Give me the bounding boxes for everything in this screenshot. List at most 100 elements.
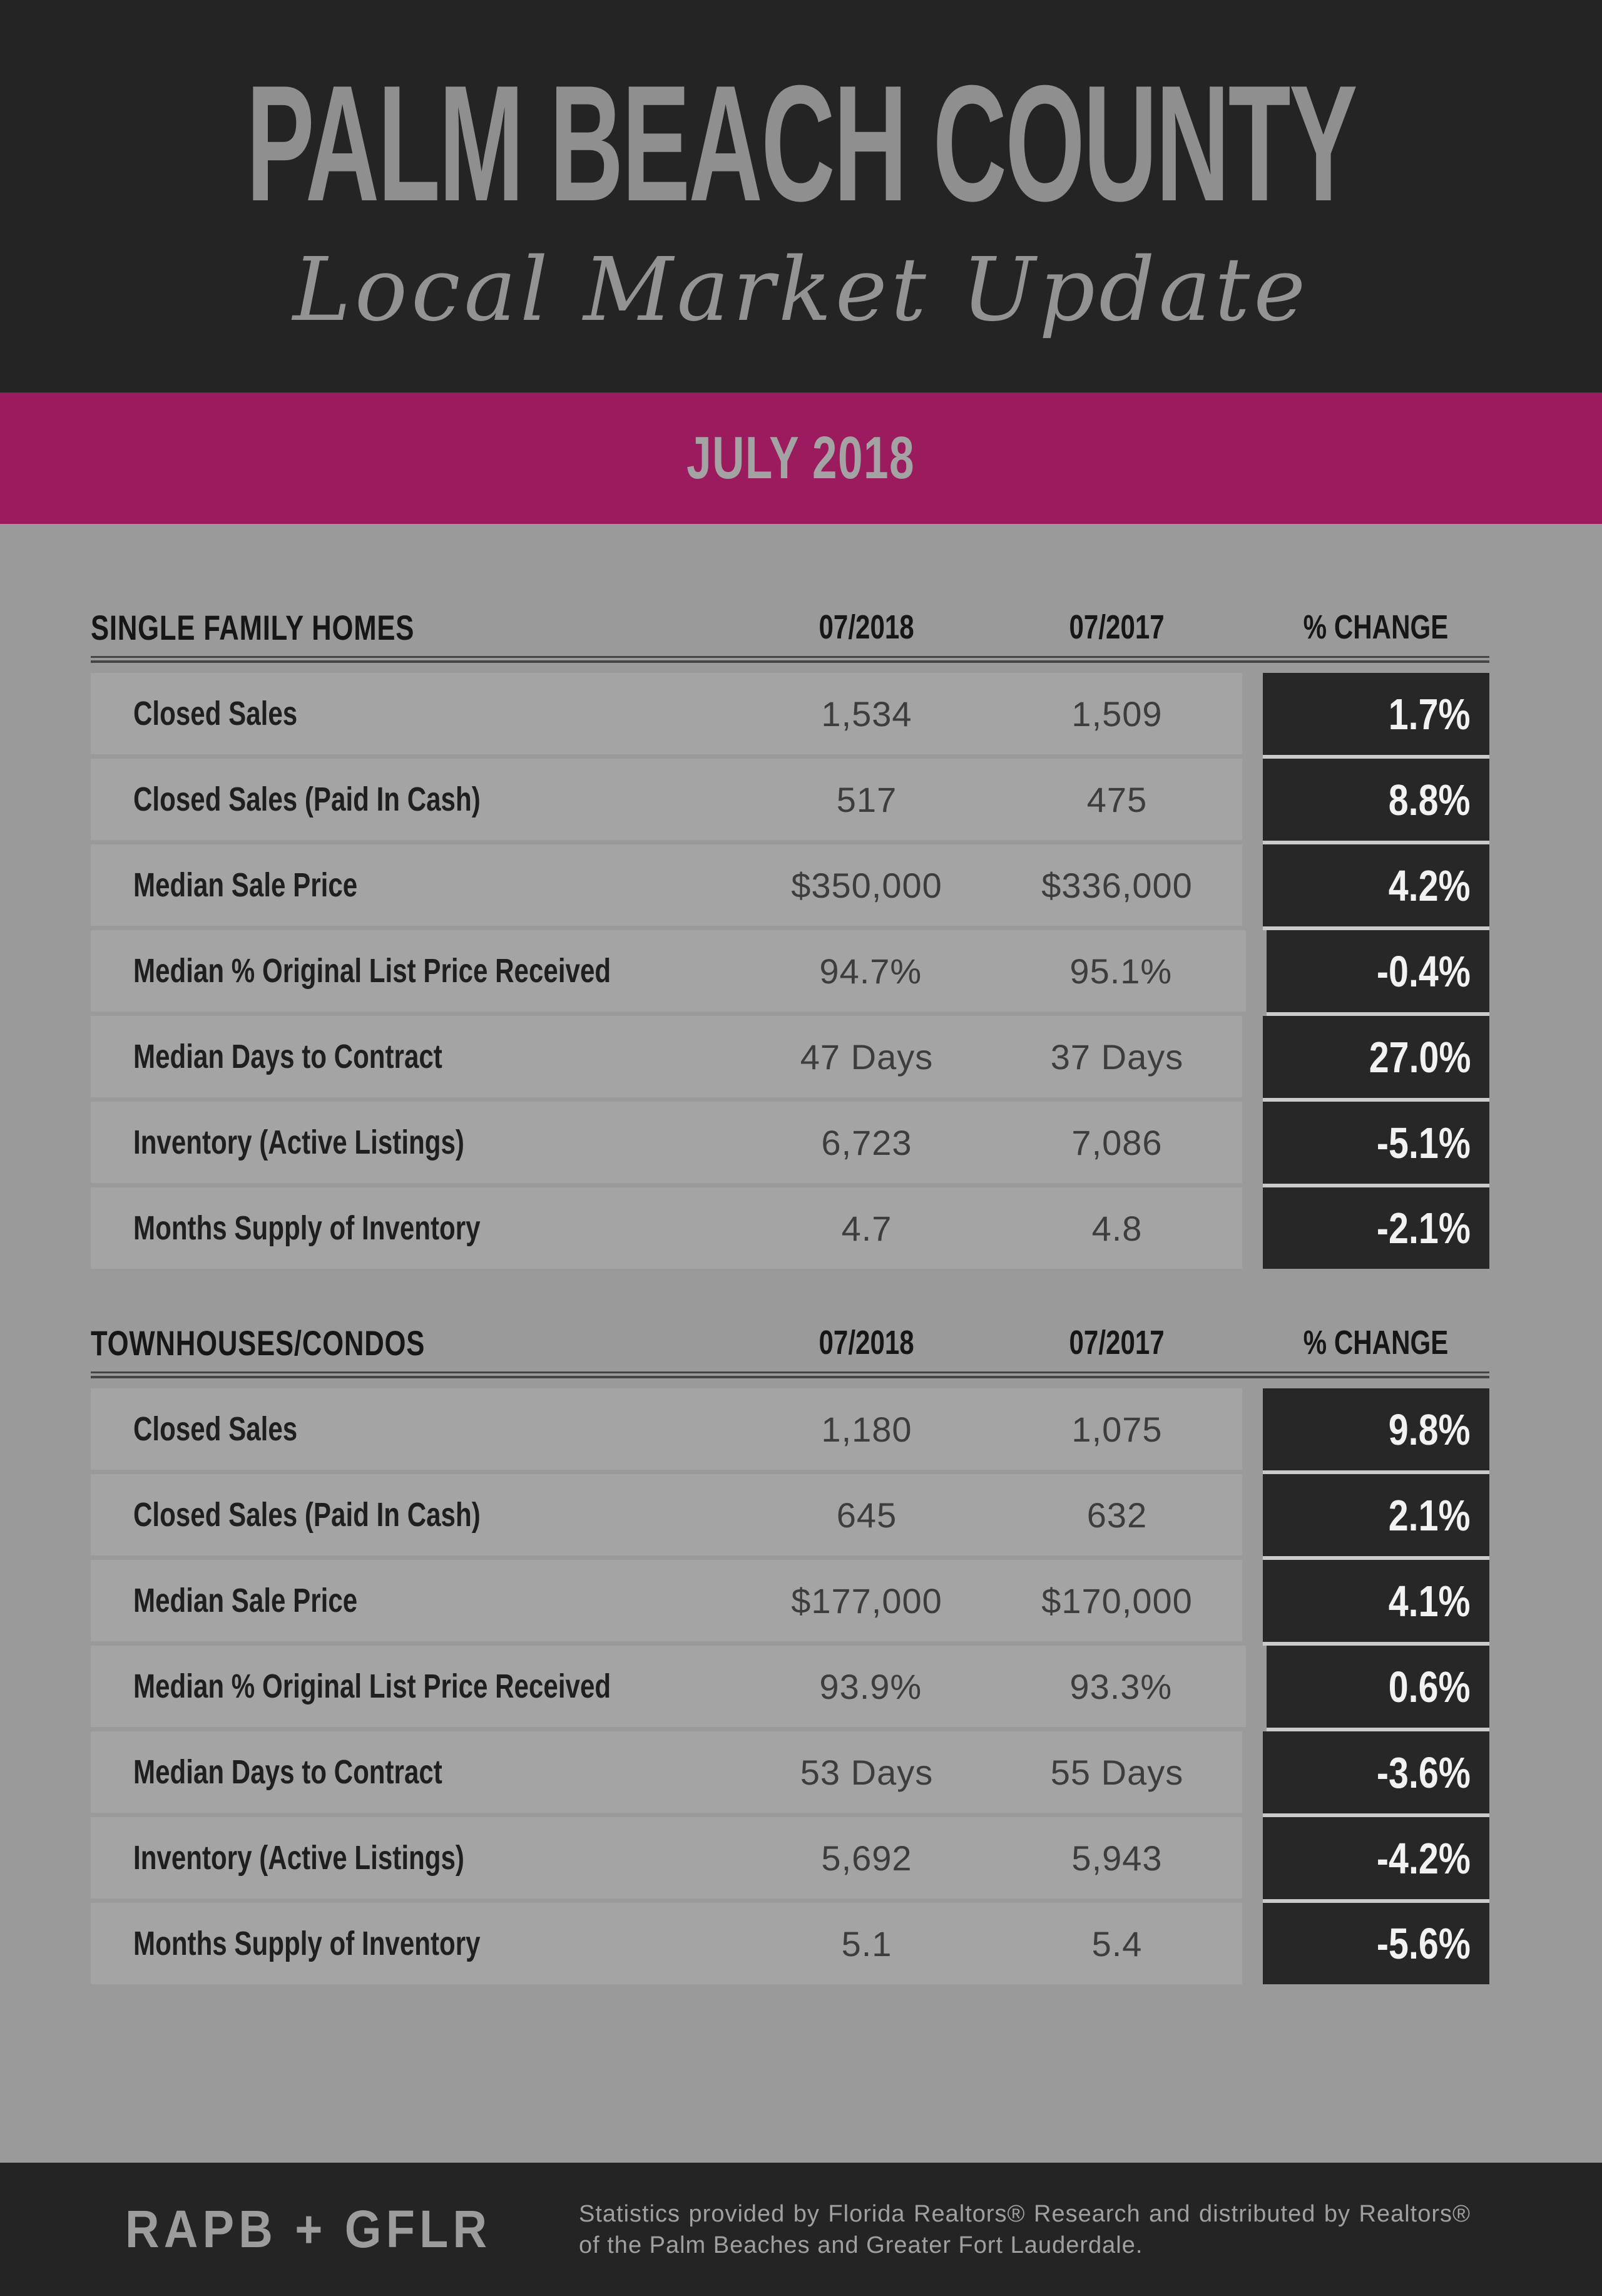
metric-stripe: Months Supply of Inventory 4.7 4.8 xyxy=(91,1187,1242,1269)
single-family-homes-table: SINGLE FAMILY HOMES 07/2018 07/2017 % CH… xyxy=(91,602,1489,1269)
value-2017: $170,000 xyxy=(1041,1581,1193,1621)
metric-stripe: Median % Original List Price Received 94… xyxy=(91,930,1247,1012)
column-header-2017: 07/2017 xyxy=(1069,608,1165,646)
percent-change-value: -2.1% xyxy=(1377,1204,1471,1253)
table-title-text: SINGLE FAMILY HOMES xyxy=(91,607,415,647)
percent-change-cell: 27.0% xyxy=(1263,1016,1489,1102)
percent-change-cell: -3.6% xyxy=(1263,1731,1489,1817)
metric-label: Inventory (Active Listings) xyxy=(133,1839,464,1877)
metric-label: Inventory (Active Listings) xyxy=(133,1124,464,1161)
report-month: JULY 2018 xyxy=(686,424,916,491)
metric-stripe: Months Supply of Inventory 5.1 5.4 xyxy=(91,1903,1242,1984)
percent-change-value: 9.8% xyxy=(1389,1405,1471,1454)
value-2018: 4.7 xyxy=(841,1208,892,1248)
value-2017: 5,943 xyxy=(1071,1838,1163,1878)
column-gap xyxy=(1246,930,1266,1016)
percent-change-cell: -5.6% xyxy=(1263,1903,1489,1984)
value-2017: 1,509 xyxy=(1071,694,1163,734)
metric-stripe: Closed Sales 1,534 1,509 xyxy=(91,673,1242,754)
header-divider xyxy=(91,1371,1489,1378)
table-row: Months Supply of Inventory 5.1 5.4 -5.6% xyxy=(91,1903,1489,1984)
townhouses-condos-table: TOWNHOUSES/CONDOS 07/2018 07/2017 % CHAN… xyxy=(91,1318,1489,1984)
metric-label: Closed Sales xyxy=(133,1410,298,1448)
percent-change-cell: -4.2% xyxy=(1263,1817,1489,1903)
value-2018: 5,692 xyxy=(821,1838,912,1878)
metric-label: Median % Original List Price Received xyxy=(133,952,611,990)
table-row: Closed Sales (Paid In Cash) 645 632 2.1% xyxy=(91,1474,1489,1560)
value-2018: 1,180 xyxy=(821,1409,912,1449)
table-row: Inventory (Active Listings) 6,723 7,086 … xyxy=(91,1102,1489,1187)
metric-stripe: Median Days to Contract 53 Days 55 Days xyxy=(91,1731,1242,1813)
table-header: SINGLE FAMILY HOMES 07/2018 07/2017 % CH… xyxy=(91,602,1489,652)
percent-change-value: 4.2% xyxy=(1389,861,1471,910)
column-header-2017: 07/2017 xyxy=(1069,1324,1165,1361)
metric-stripe: Closed Sales 1,180 1,075 xyxy=(91,1388,1242,1470)
metric-label: Closed Sales xyxy=(133,695,298,732)
column-gap xyxy=(1242,673,1263,759)
metric-stripe: Closed Sales (Paid In Cash) 645 632 xyxy=(91,1474,1242,1555)
percent-change-cell: -0.4% xyxy=(1266,930,1489,1016)
table-title-text: TOWNHOUSES/CONDOS xyxy=(91,1323,426,1363)
table-row: Months Supply of Inventory 4.7 4.8 -2.1% xyxy=(91,1187,1489,1269)
value-2018: 645 xyxy=(836,1495,897,1535)
table-row: Median Sale Price $177,000 $170,000 4.1% xyxy=(91,1560,1489,1646)
percent-change-value: -4.2% xyxy=(1377,1833,1471,1883)
disclaimer-text: Statistics provided by Florida Realtors®… xyxy=(579,2200,1471,2258)
column-gap xyxy=(1242,1016,1263,1102)
percent-change-cell: 0.6% xyxy=(1266,1646,1489,1731)
column-gap xyxy=(1242,1102,1263,1187)
percent-change-value: -0.4% xyxy=(1377,946,1471,996)
value-2018: 94.7% xyxy=(819,951,922,991)
column-gap xyxy=(1242,1187,1263,1269)
value-2018: 6,723 xyxy=(821,1122,912,1162)
header-divider xyxy=(91,656,1489,663)
table-row: Median % Original List Price Received 93… xyxy=(91,1646,1489,1731)
value-2017: 4.8 xyxy=(1091,1208,1143,1248)
value-2018: 93.9% xyxy=(819,1666,922,1706)
value-2017: 55 Days xyxy=(1050,1752,1184,1792)
table-row: Closed Sales 1,180 1,075 9.8% xyxy=(91,1388,1489,1474)
tables-area: SINGLE FAMILY HOMES 07/2018 07/2017 % CH… xyxy=(0,524,1602,2163)
percent-change-value: -5.6% xyxy=(1377,1919,1471,1968)
metric-label: Months Supply of Inventory xyxy=(133,1925,481,1962)
value-2017: 95.1% xyxy=(1069,951,1173,991)
metric-label: Median Days to Contract xyxy=(133,1753,442,1791)
column-gap xyxy=(1242,1731,1263,1817)
percent-change-value: -3.6% xyxy=(1377,1748,1471,1797)
metric-label: Median Sale Price xyxy=(133,1582,358,1619)
table-row: Median % Original List Price Received 94… xyxy=(91,930,1489,1016)
table-header: TOWNHOUSES/CONDOS 07/2018 07/2017 % CHAN… xyxy=(91,1318,1489,1368)
metric-label: Closed Sales (Paid In Cash) xyxy=(133,781,481,818)
value-2018: 517 xyxy=(836,779,897,819)
column-gap xyxy=(1242,844,1263,930)
table-row: Inventory (Active Listings) 5,692 5,943 … xyxy=(91,1817,1489,1903)
percent-change-cell: -2.1% xyxy=(1263,1187,1489,1269)
metric-stripe: Median Days to Contract 47 Days 37 Days xyxy=(91,1016,1242,1097)
value-2018: $177,000 xyxy=(791,1581,942,1621)
percent-change-value: 1.7% xyxy=(1389,689,1471,739)
page-title: PALM BEACH COUNTY xyxy=(246,50,1357,235)
month-band: JULY 2018 xyxy=(0,392,1602,524)
column-header-change: % CHANGE xyxy=(1304,608,1449,646)
table-title: TOWNHOUSES/CONDOS xyxy=(91,1323,742,1363)
table-title: SINGLE FAMILY HOMES xyxy=(91,607,742,648)
metric-stripe: Median Sale Price $350,000 $336,000 xyxy=(91,844,1242,926)
value-2017: 93.3% xyxy=(1069,1666,1173,1706)
metric-stripe: Inventory (Active Listings) 6,723 7,086 xyxy=(91,1102,1242,1183)
percent-change-value: -5.1% xyxy=(1377,1118,1471,1167)
value-2017: 475 xyxy=(1086,779,1148,819)
table-row: Median Sale Price $350,000 $336,000 4.2% xyxy=(91,844,1489,930)
metric-stripe: Closed Sales (Paid In Cash) 517 475 xyxy=(91,759,1242,840)
percent-change-value: 4.1% xyxy=(1389,1576,1471,1626)
percent-change-value: 2.1% xyxy=(1389,1490,1471,1540)
column-gap xyxy=(1242,1817,1263,1903)
table-row: Closed Sales (Paid In Cash) 517 475 8.8% xyxy=(91,759,1489,844)
column-gap xyxy=(1242,1474,1263,1560)
table-row: Median Days to Contract 53 Days 55 Days … xyxy=(91,1731,1489,1817)
percent-change-value: 0.6% xyxy=(1389,1662,1471,1711)
value-2017: 37 Days xyxy=(1050,1037,1184,1077)
metric-stripe: Median Sale Price $177,000 $170,000 xyxy=(91,1560,1242,1641)
brand-logo: RAPB + GFLR xyxy=(125,2200,492,2258)
column-header-2018: 07/2018 xyxy=(819,608,915,646)
